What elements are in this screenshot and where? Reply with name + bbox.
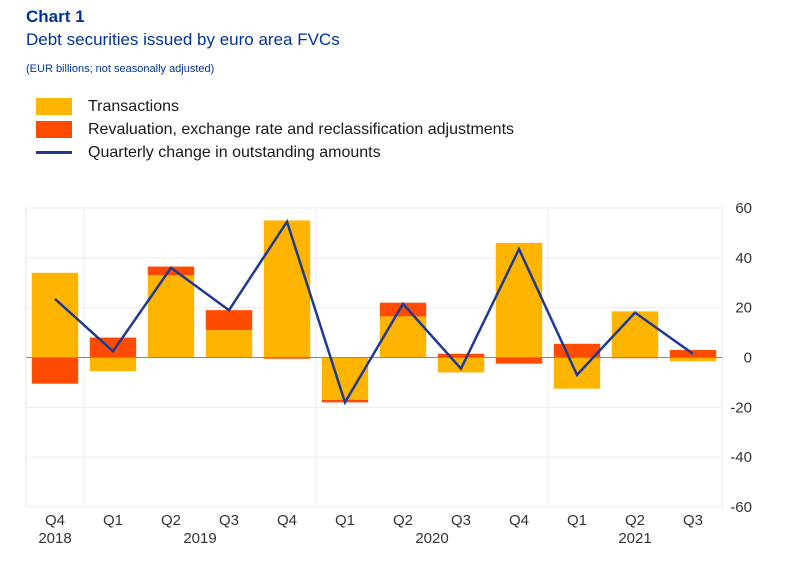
x-tick-label: Q4 xyxy=(277,512,297,529)
x-tick-label: Q3 xyxy=(219,512,239,529)
bar-transactions xyxy=(495,242,543,358)
x-tick-label: Q1 xyxy=(103,512,123,529)
bar-transactions xyxy=(89,357,137,372)
y-tick-label: -60 xyxy=(730,499,752,516)
x-year-label: 2021 xyxy=(618,530,651,547)
x-tick-label: Q1 xyxy=(567,512,587,529)
x-tick-label: Q4 xyxy=(45,512,65,529)
y-tick-label: 20 xyxy=(735,300,752,317)
chart-legend: Transactions Revaluation, exchange rate … xyxy=(36,95,514,164)
legend-item-revaluation: Revaluation, exchange rate and reclassif… xyxy=(36,118,514,141)
bar-transactions xyxy=(611,311,659,358)
bar-revaluation xyxy=(495,357,543,364)
y-tick-label: 40 xyxy=(735,250,752,267)
bar-transactions xyxy=(263,220,311,358)
bar-transactions xyxy=(437,357,485,373)
bar-revaluation xyxy=(147,266,195,276)
bar-revaluation xyxy=(31,357,79,384)
bar-revaluation xyxy=(553,343,601,358)
x-year-label: 2018 xyxy=(38,530,71,547)
chart-subtitle: Debt securities issued by euro area FVCs xyxy=(26,30,340,49)
y-tick-label: -20 xyxy=(730,399,752,416)
chart-title: Chart 1 xyxy=(26,7,85,26)
x-tick-label: Q3 xyxy=(683,512,703,529)
legend-swatch-transactions xyxy=(36,98,72,115)
bar-transactions xyxy=(669,357,717,362)
legend-swatch-revaluation xyxy=(36,121,72,138)
y-tick-label: -40 xyxy=(730,449,752,466)
x-tick-label: Q3 xyxy=(451,512,471,529)
legend-item-transactions: Transactions xyxy=(36,95,514,118)
bar-revaluation xyxy=(263,357,311,359)
bar-transactions xyxy=(321,357,369,400)
x-tick-label: Q2 xyxy=(393,512,413,529)
bar-revaluation xyxy=(205,310,253,331)
x-tick-label: Q2 xyxy=(625,512,645,529)
legend-label-transactions: Transactions xyxy=(88,97,179,115)
bar-revaluation xyxy=(437,353,485,358)
bar-transactions xyxy=(147,275,195,358)
legend-item-quarterly-change: Quarterly change in outstanding amounts xyxy=(36,141,514,164)
chart-units-note: (EUR billions; not seasonally adjusted) xyxy=(26,63,215,75)
line-quarterly-change xyxy=(54,218,694,406)
legend-label-revaluation: Revaluation, exchange rate and reclassif… xyxy=(88,120,515,138)
x-tick-label: Q4 xyxy=(509,512,529,529)
bar-revaluation xyxy=(379,302,427,317)
x-tick-label: Q1 xyxy=(335,512,355,529)
legend-label-quarterly-change: Quarterly change in outstanding amounts xyxy=(88,143,381,161)
y-tick-label: 0 xyxy=(744,350,752,367)
bar-transactions xyxy=(379,316,427,358)
bar-transactions xyxy=(205,330,253,358)
legend-swatch-quarterly-change xyxy=(36,144,72,161)
bar-revaluation xyxy=(89,337,137,358)
x-year-label: 2019 xyxy=(183,530,216,547)
y-tick-label: 60 xyxy=(735,200,752,217)
x-year-label: 2020 xyxy=(415,530,448,547)
bar-transactions xyxy=(31,272,79,358)
x-tick-label: Q2 xyxy=(161,512,181,529)
